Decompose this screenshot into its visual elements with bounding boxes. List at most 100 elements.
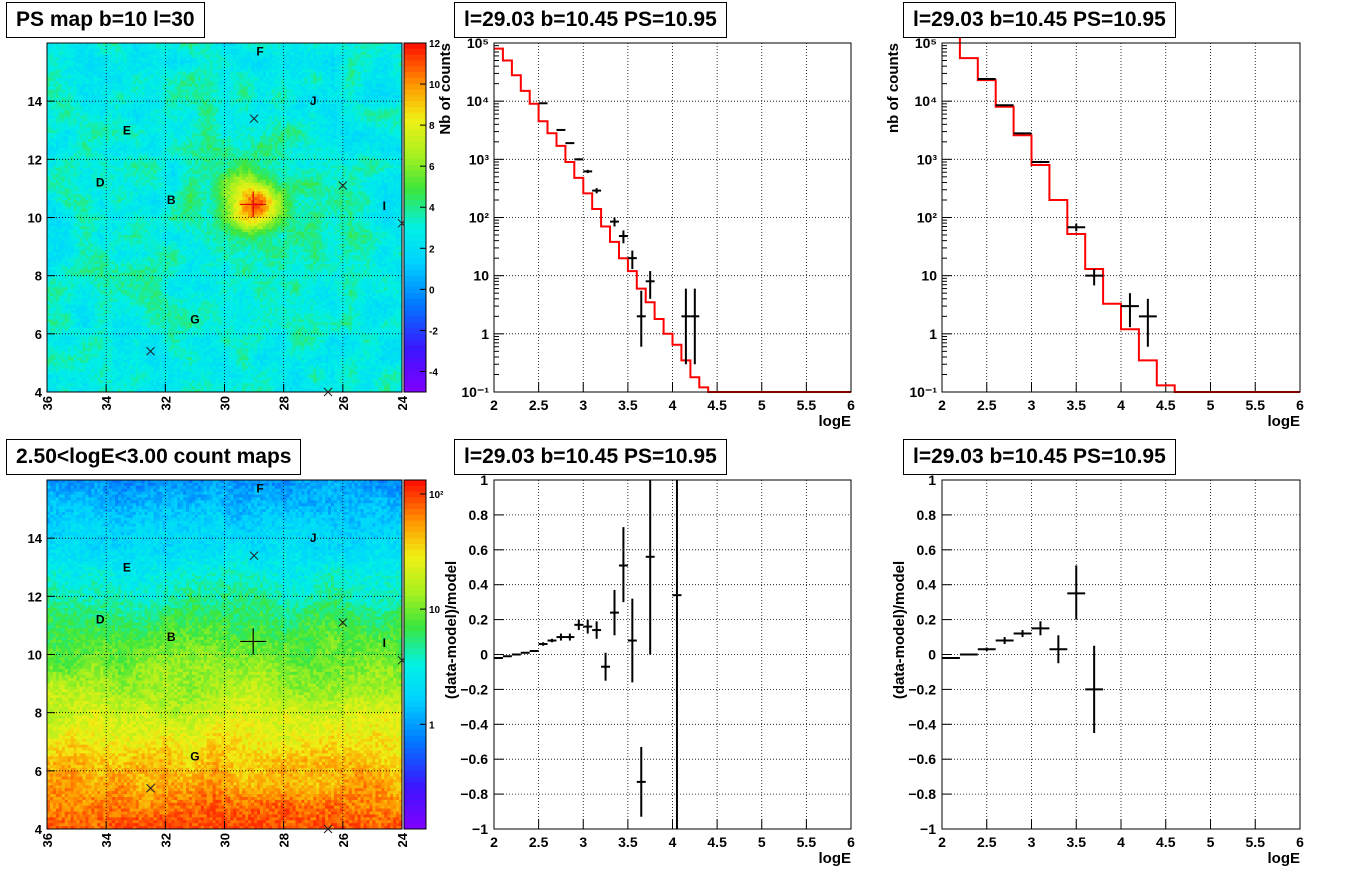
data-point [1013, 630, 1032, 638]
plot-frame [941, 479, 1301, 830]
x-tick-label: 4.5 [1156, 397, 1176, 413]
x-tick-label: 34 [99, 395, 114, 410]
x-tick-label: 24 [395, 395, 410, 410]
data-point [574, 158, 584, 161]
data-point [1085, 645, 1104, 734]
source-x-marker [249, 551, 259, 560]
data-point [556, 128, 566, 131]
data-point [690, 288, 700, 365]
x-tick-label: 3 [579, 834, 587, 850]
x-tick-label: 32 [158, 833, 173, 847]
data-point [618, 230, 628, 244]
data-point [645, 480, 655, 655]
source-x-marker [323, 824, 333, 834]
y-tick-label: 6 [35, 764, 42, 779]
y-tick-label: 10² [469, 210, 490, 226]
colorbar-frame [403, 42, 427, 393]
x-axis-label: logE [819, 413, 852, 430]
x-tick-label: 4.5 [1156, 834, 1176, 850]
plot-frame [493, 42, 852, 393]
x-tick-label: 4 [669, 397, 677, 413]
ps-map-title: PS map b=10 l=30 [6, 2, 205, 38]
source-label: E [123, 123, 131, 137]
data-point [1121, 293, 1139, 328]
data-point [601, 652, 611, 681]
spectrum-panel-b: 2 2.5 3 3.5 4 4.5 5 5.5 6 10⁻¹ 1 10 10² 10³ 10⁴ 10⁵ logE… [885, 31, 1304, 430]
y-tick-label: 0 [480, 647, 488, 663]
count-map-title: 2.50<logE<3.00 count maps [6, 439, 302, 475]
colorbar-tick-label: 2 [429, 244, 435, 255]
y-tick-label: 10⁻¹ [461, 384, 489, 400]
x-tick-label: 30 [218, 833, 233, 847]
plot-frame [493, 479, 852, 830]
x-tick-label: 3 [1028, 834, 1036, 850]
source-x-marker [146, 346, 155, 356]
colorbar-tick-label: -2 [429, 326, 438, 337]
source-label: D [96, 613, 105, 627]
y-axis-label: (data-model)/model [891, 561, 908, 699]
data-point [995, 637, 1014, 645]
x-tick-label: 2.5 [977, 397, 997, 413]
heatmap-cells [47, 43, 403, 393]
y-tick-label: −0.4 [908, 716, 936, 732]
x-tick-label: 6 [1296, 397, 1304, 413]
source-label: I [383, 636, 386, 650]
x-tick-label: 4.5 [707, 397, 727, 413]
x-tick-label: 6 [1296, 834, 1304, 850]
source-label: I [383, 199, 386, 213]
data-point [627, 250, 637, 270]
colorbar-frame [403, 479, 427, 830]
y-tick-label: 10⁴ [467, 93, 490, 109]
y-tick-label: 12 [28, 152, 42, 167]
data-point [610, 589, 619, 636]
y-tick-label: 0.6 [469, 542, 489, 558]
x-axis-label: logE [819, 850, 852, 867]
data-point [538, 102, 548, 105]
x-tick-label: 5 [758, 397, 766, 413]
x-tick-label: 2 [490, 834, 498, 850]
spectrum-a-title: l=29.03 b=10.45 PS=10.95 [454, 2, 727, 38]
x-tick-label: 4 [1117, 834, 1125, 850]
y-tick-label: −0.6 [460, 751, 488, 767]
y-tick-label: −1 [920, 821, 936, 837]
x-tick-label: 24 [395, 832, 410, 847]
data-point [645, 271, 655, 299]
source-x-marker [338, 618, 348, 627]
y-tick-label: 4 [35, 385, 43, 400]
x-tick-label: 4.5 [707, 834, 727, 850]
source-label: B [167, 630, 176, 644]
data-point [618, 527, 628, 603]
colorbar-tick-label: 10 [429, 80, 441, 91]
y-tick-label: 0.4 [469, 577, 489, 593]
x-tick-label: 26 [336, 833, 351, 847]
data-point [977, 647, 996, 652]
source-label: F [256, 45, 263, 59]
x-tick-label: 28 [277, 833, 292, 847]
data-point [1013, 132, 1032, 135]
spectrum-b-title: l=29.03 b=10.45 PS=10.95 [903, 2, 1176, 38]
y-tick-label: 10 [473, 268, 489, 284]
y-tick-label: 12 [28, 589, 42, 604]
colorbar-tick-label: 10 [429, 605, 441, 616]
y-tick-label: 0.2 [469, 612, 489, 628]
y-tick-label: 14 [28, 531, 43, 546]
x-tick-label: 26 [336, 396, 351, 410]
source-label: F [256, 482, 263, 496]
source-label: D [96, 176, 105, 190]
source-x-marker [323, 387, 333, 397]
data-point [627, 598, 637, 683]
x-tick-label: 2.5 [529, 397, 549, 413]
y-tick-label: 8 [35, 269, 42, 284]
data-point [636, 746, 646, 817]
residual-panel-b: 2 2.5 3 3.5 4 4.5 5 5.5 6 −1 −0.8 −0.6 −0.4 −0.2 0 0.2 0… [891, 472, 1304, 867]
x-tick-label: 5.5 [797, 834, 817, 850]
y-tick-label: 0.2 [917, 612, 937, 628]
x-tick-label: 30 [218, 396, 233, 410]
colorbar [403, 479, 427, 830]
y-tick-label: −0.2 [908, 681, 936, 697]
data-point [1138, 298, 1157, 347]
source-position-cross [240, 191, 267, 218]
data-point [1031, 160, 1050, 164]
data-point [1049, 635, 1068, 664]
data-point [1067, 565, 1086, 620]
